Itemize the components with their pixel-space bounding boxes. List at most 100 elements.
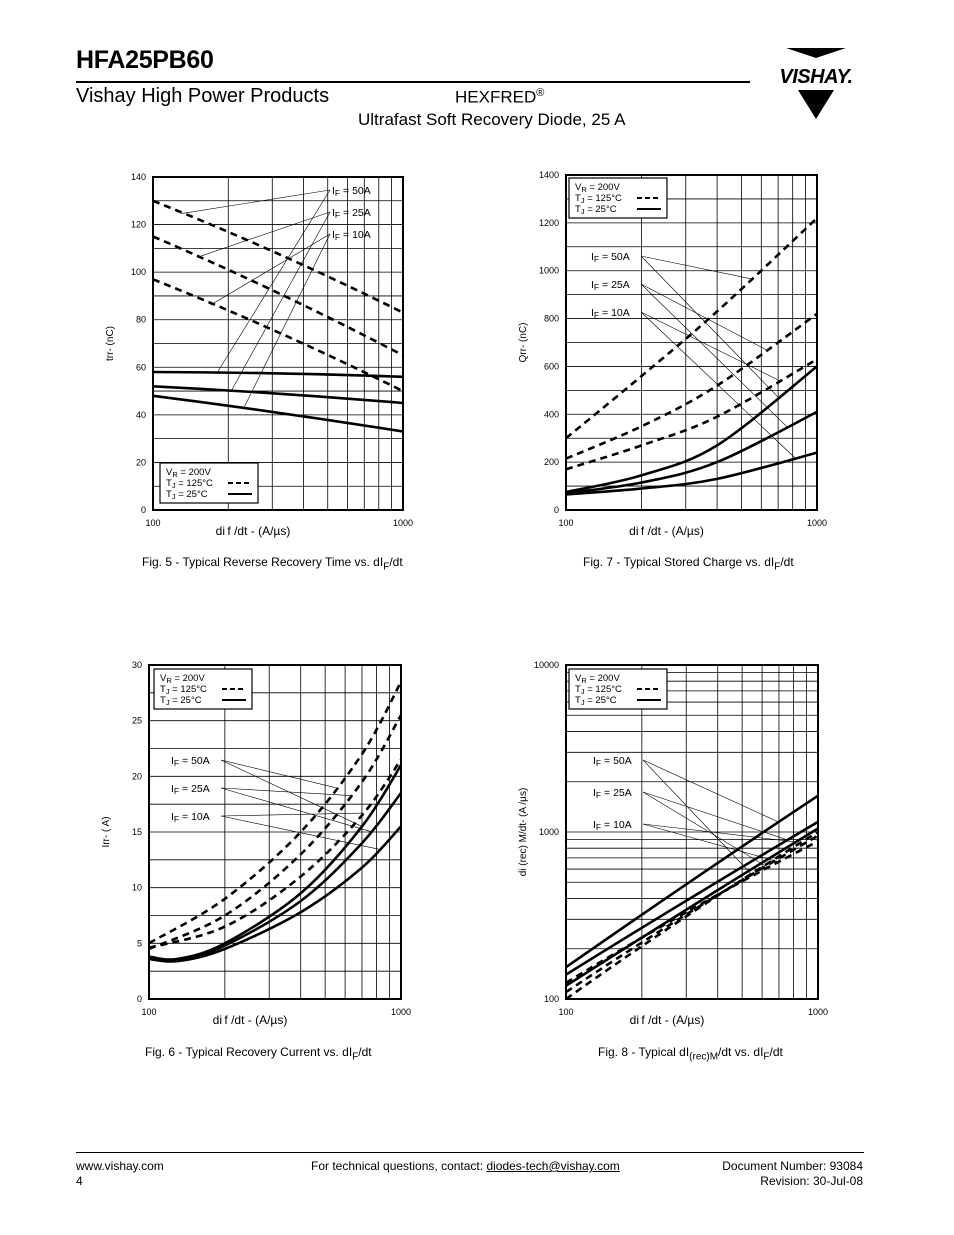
series-125c-0 bbox=[152, 199, 404, 314]
leader-line bbox=[220, 787, 372, 832]
y-tick-label: 80 bbox=[136, 315, 146, 325]
y-tick-label: 25 bbox=[132, 716, 142, 726]
legend-tj-25: TJ = 25°C bbox=[575, 695, 617, 707]
series-25c-3 bbox=[152, 370, 404, 379]
leader-line bbox=[642, 791, 789, 841]
registered-mark: ® bbox=[536, 87, 545, 99]
x-tick-label: 1000 bbox=[391, 1007, 411, 1017]
y-tick-label: 0 bbox=[137, 994, 142, 1004]
legend-tj-125: TJ = 125°C bbox=[160, 684, 207, 696]
series-125c-0 bbox=[148, 681, 403, 945]
y-tick-label: 0 bbox=[141, 505, 146, 515]
legend-tj-125: TJ = 125°C bbox=[575, 684, 622, 696]
leader-line bbox=[216, 189, 331, 374]
series-25c-3 bbox=[565, 794, 819, 969]
product-line: HEXFRED® bbox=[455, 87, 544, 108]
grid bbox=[153, 177, 403, 510]
header-divider bbox=[76, 81, 750, 83]
current-label-2: IF = 10A bbox=[593, 819, 632, 832]
y-tick-label: 140 bbox=[131, 172, 146, 182]
legend-vr: VR = 200V bbox=[575, 673, 620, 685]
leader-line bbox=[642, 823, 797, 843]
y-tick-label: 1000 bbox=[539, 266, 559, 276]
grid bbox=[566, 665, 818, 999]
logo-text: VISHAY. bbox=[779, 66, 852, 88]
series-25c-5 bbox=[148, 825, 402, 963]
legend-box bbox=[159, 462, 259, 504]
series-25c-5 bbox=[565, 827, 819, 987]
leader-line bbox=[640, 283, 767, 351]
figure-8-chart: 100 1000 10000 100 1000 di f /dt - (A/µs) di (… bbox=[513, 659, 954, 1027]
leader-line bbox=[220, 787, 351, 796]
footer-revision: Revision: 30-Jul-08 bbox=[760, 1174, 863, 1188]
leader-line bbox=[640, 255, 752, 280]
contact-email-link[interactable]: diodes-tech@vishay.com bbox=[486, 1159, 620, 1173]
vishay-logo: VISHAY. bbox=[770, 48, 862, 119]
current-label-2: IF = 10A bbox=[171, 811, 210, 824]
y-tick-label: 30 bbox=[132, 660, 142, 670]
current-label-0: IF = 50A bbox=[591, 251, 630, 264]
series-125c-1 bbox=[152, 235, 404, 357]
legend-vr: VR = 200V bbox=[160, 673, 205, 685]
y-tick-label: 20 bbox=[136, 457, 146, 467]
current-label-1: IF = 25A bbox=[171, 783, 210, 796]
figure-8-caption: Fig. 8 - Typical dI(rec)M/dt vs. dIF/dt bbox=[598, 1045, 783, 1063]
series-125c-1 bbox=[148, 714, 403, 951]
plot-frame bbox=[565, 174, 818, 511]
series-25c-3 bbox=[565, 365, 818, 494]
figure-6-caption: Fig. 6 - Typical Recovery Current vs. dI… bbox=[145, 1045, 372, 1063]
y-tick-label: 1000 bbox=[539, 827, 559, 837]
leader-line bbox=[640, 311, 780, 381]
y-tick-label: 600 bbox=[544, 361, 559, 371]
series-125c-1 bbox=[565, 312, 818, 460]
leader-line bbox=[230, 211, 331, 392]
y-tick-label: 60 bbox=[136, 362, 146, 372]
legend-box bbox=[568, 177, 668, 219]
leader-line bbox=[243, 233, 331, 409]
current-label-0: IF = 50A bbox=[593, 755, 632, 768]
leader-line bbox=[640, 311, 796, 459]
fig7-plot: 0 200 400 600 800 1000 1200 1400 100 1000 di f /dt… bbox=[518, 170, 827, 538]
leader-line bbox=[220, 759, 363, 827]
product-description: Ultrafast Soft Recovery Diode, 25 A bbox=[358, 110, 626, 129]
x-tick-label: 100 bbox=[145, 518, 160, 528]
series-25c-4 bbox=[565, 410, 818, 495]
y-tick-label: 10000 bbox=[534, 660, 559, 670]
y-tick-label: 120 bbox=[131, 220, 146, 230]
legend-tj-125: TJ = 125°C bbox=[575, 193, 622, 205]
current-label-0: IF = 50A bbox=[332, 185, 371, 198]
leader-line bbox=[642, 759, 780, 823]
leader-line bbox=[220, 759, 336, 788]
fig6-plot: 0 5 10 15 20 25 30 100 1000 di f /dt - (A/µs) Irr-… bbox=[101, 660, 411, 1027]
x-tick-label: 100 bbox=[558, 1007, 573, 1017]
legend-tj-25: TJ = 25°C bbox=[166, 489, 208, 501]
y-tick-label: 15 bbox=[132, 827, 142, 837]
x-tick-label: 1000 bbox=[807, 518, 827, 528]
y-tick-label: 100 bbox=[131, 267, 146, 277]
current-label-0: IF = 50A bbox=[171, 755, 210, 768]
current-label-1: IF = 25A bbox=[591, 279, 630, 292]
leader-line bbox=[210, 233, 331, 306]
series-25c-4 bbox=[152, 385, 404, 405]
x-tick-label: 1000 bbox=[808, 1007, 828, 1017]
x-tick-label: 100 bbox=[558, 518, 573, 528]
legend-box bbox=[568, 668, 668, 710]
x-tick-label: 1000 bbox=[393, 518, 413, 528]
legend-tj-25: TJ = 25°C bbox=[160, 695, 202, 707]
current-label-1: IF = 25A bbox=[332, 207, 371, 220]
leader-line bbox=[220, 815, 380, 850]
y-axis-label: Irr- ( A) bbox=[101, 816, 112, 847]
grid bbox=[149, 665, 401, 999]
x-axis-label: di f /dt - (A/µs) bbox=[213, 1013, 288, 1027]
plot-frame bbox=[152, 176, 404, 511]
series-125c-0 bbox=[565, 217, 818, 440]
leader-line bbox=[640, 283, 788, 428]
company-division: Vishay High Power Products bbox=[76, 85, 330, 107]
leader-line bbox=[642, 823, 781, 863]
figure-6-chart: 0 5 10 15 20 25 30 100 1000 di f /dt - (A/µs) Irr-… bbox=[96, 659, 573, 1027]
x-axis-label: di f /dt - (A/µs) bbox=[629, 524, 704, 538]
legend-box bbox=[153, 668, 253, 710]
leader-line bbox=[196, 211, 331, 258]
legend-vr: VR = 200V bbox=[166, 467, 211, 479]
figure-5-chart: 0 20 40 60 80 100 120 140 100 1000 di f /dt - (A/µ… bbox=[100, 170, 577, 538]
